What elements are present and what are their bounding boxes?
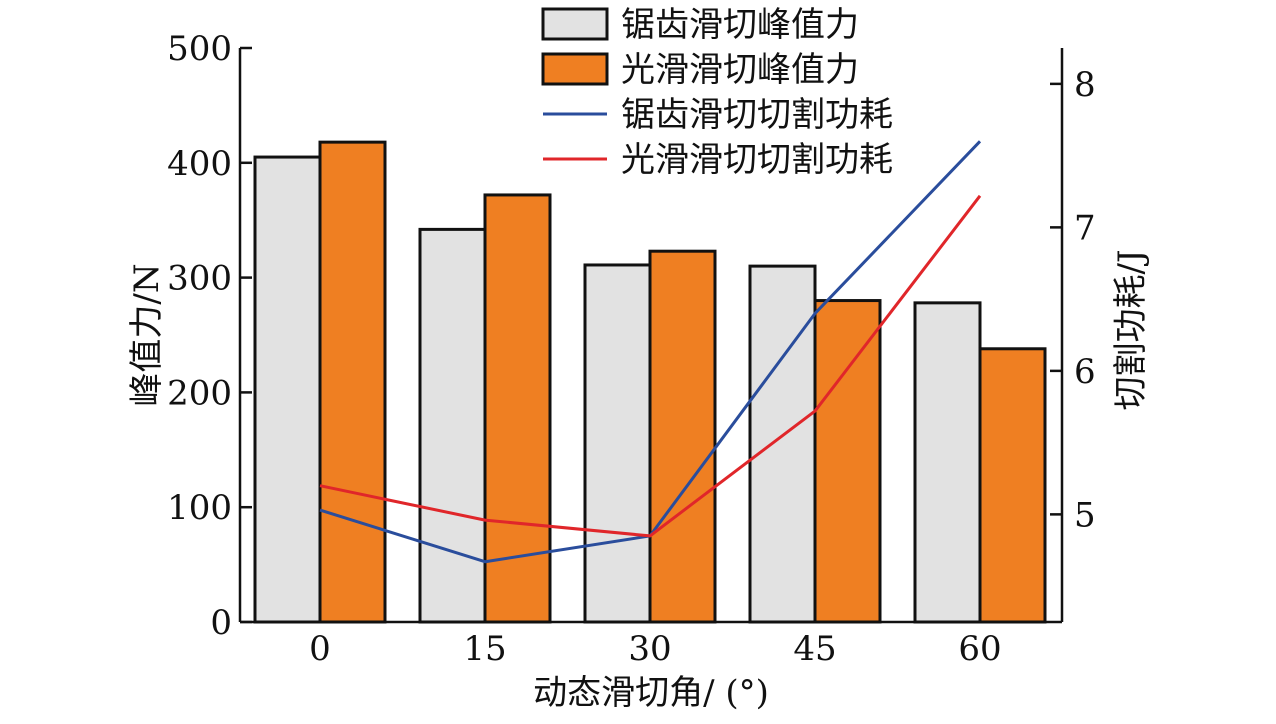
legend-label-0: 锯齿滑切峰值力 [621,5,859,45]
bar-1-4 [978,347,1047,624]
y2-axis-title: 切割功耗/J [1111,249,1151,410]
bar-0-4 [913,301,982,624]
x-tick-label-1: 15 [463,629,506,669]
x-axis-title: 动态滑切角/ (°) [533,673,769,713]
bar-0-0 [253,155,322,624]
y-axis-title: 峰值力/N [127,263,167,406]
bar-1-0 [318,140,387,624]
left-tick-label-2: 200 [167,373,232,413]
line-group [319,140,982,564]
left-y-ticks: 0 100 200 300 400 500 [167,29,252,643]
legend-label-1: 光滑滑切峰值力 [621,50,859,90]
legend-swatch-1 [541,52,609,86]
left-tick-label-4: 400 [167,144,232,184]
axes [238,48,1064,624]
x-tick-label-3: 45 [793,629,836,669]
x-tick-label-2: 30 [628,629,671,669]
bar-1-1 [483,193,552,624]
bar-0-2 [583,263,652,624]
bar-0-3 [748,264,817,624]
left-tick-label-0: 0 [210,603,232,643]
bar-0-1 [418,227,487,624]
right-tick-label-2: 7 [1074,208,1096,248]
left-tick-label-5: 500 [167,29,232,69]
legend-label-3: 光滑滑切切割功耗 [621,140,893,180]
x-tick-label-0: 0 [309,629,331,669]
right-tick-label-3: 8 [1074,65,1096,105]
bar-group [253,140,1047,624]
left-tick-label-3: 300 [167,259,232,299]
legend-label-2: 锯齿滑切切割功耗 [621,95,893,135]
line-series-1 [319,194,982,538]
left-tick-label-1: 100 [167,488,232,528]
x-ticks: 0 15 30 45 60 [309,629,1001,669]
right-y-ticks: 5 6 7 8 [1050,65,1096,535]
legend-swatch-0 [541,7,609,41]
bar-1-3 [813,299,882,624]
x-tick-label-4: 60 [958,629,1001,669]
bar-1-2 [648,249,717,624]
right-tick-label-0: 5 [1074,495,1096,535]
right-tick-label-1: 6 [1074,352,1096,392]
